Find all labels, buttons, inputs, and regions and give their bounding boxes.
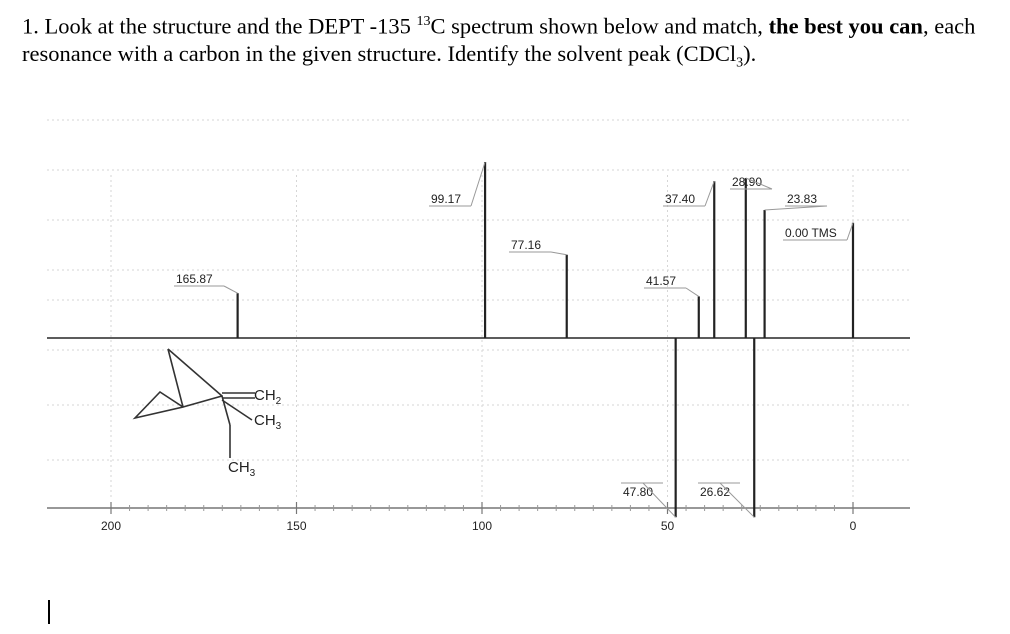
- peak-label: 28.90: [732, 175, 762, 189]
- peak-label: 77.16: [511, 238, 541, 252]
- question-text: 1. Look at the structure and the DEPT -1…: [22, 8, 992, 76]
- peak-label: 23.83: [787, 192, 817, 206]
- label-ch3-right: CH3: [254, 412, 282, 432]
- peaks-group: 165.87 99.17 77.16 41.57 37.40 28.90 23.83 0.00…: [174, 161, 855, 518]
- label-ch2: CH2: [254, 387, 282, 407]
- peak-label: 47.80: [623, 485, 653, 499]
- peak-leader-line: [685, 287, 700, 297]
- bond-frame: [132, 348, 231, 426]
- x-tick-label: 200: [101, 519, 121, 533]
- bond-methyl-right: [221, 399, 253, 421]
- question-part1: 1. Look at the structure and the DEPT -1…: [22, 13, 417, 39]
- peak-label: 0.00 TMS: [785, 226, 837, 240]
- question-part4: ).: [743, 40, 757, 66]
- x-tick-label: 0: [850, 519, 857, 533]
- question-part3: , each resonance with a carbon in the gi…: [22, 13, 976, 66]
- text-cursor: [48, 600, 50, 624]
- x-tick-label: 150: [286, 519, 306, 533]
- peak-label: 37.40: [665, 192, 695, 206]
- question-part2: C spectrum shown below and match,: [430, 13, 769, 39]
- bond-bridge: [167, 348, 223, 397]
- peak-label: 165.87: [176, 272, 213, 286]
- x-tick-label: 100: [472, 519, 492, 533]
- peak-leader-line: [642, 482, 677, 518]
- peak-leader-line: [550, 251, 567, 256]
- question-subscript: 3: [736, 55, 744, 70]
- question-bold: the best you can: [768, 13, 923, 39]
- peak-leader-line: [704, 181, 715, 207]
- chart-grid: [47, 119, 910, 500]
- label-ch3-bottom: CH3: [228, 459, 256, 479]
- peak-leader-line: [223, 285, 238, 294]
- peak-leader-line: [764, 205, 828, 211]
- x-axis: 200 150 100 50 0: [47, 502, 910, 533]
- molecule-structure: [132, 348, 255, 458]
- peak-leader-line: [846, 222, 854, 241]
- question-superscript: 13: [416, 14, 431, 29]
- peak-leader-line: [470, 161, 486, 207]
- x-tick-label: 50: [661, 519, 675, 533]
- peak-leader-line: [745, 177, 773, 190]
- peak-label: 26.62: [700, 485, 730, 499]
- peak-leader-line: [719, 482, 755, 518]
- peak-label: 41.57: [646, 274, 676, 288]
- peak-label: 99.17: [431, 192, 461, 206]
